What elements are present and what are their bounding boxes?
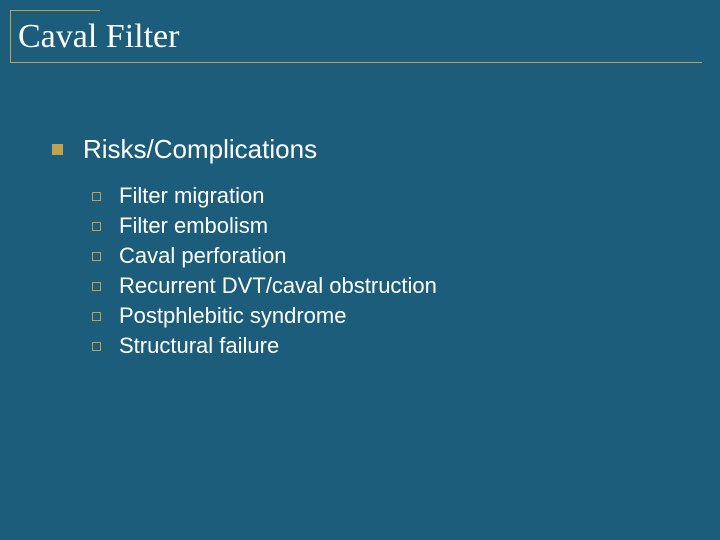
title-underline bbox=[10, 62, 702, 63]
level2-item: Postphlebitic syndrome bbox=[92, 303, 720, 329]
title-region: Caval Filter bbox=[0, 0, 720, 64]
level2-label: Postphlebitic syndrome bbox=[119, 303, 346, 329]
level2-item: Filter migration bbox=[92, 183, 720, 209]
level2-label: Caval perforation bbox=[119, 243, 287, 269]
level2-label: Recurrent DVT/caval obstruction bbox=[119, 273, 437, 299]
level2-label: Filter embolism bbox=[119, 213, 268, 239]
level1-label: Risks/Complications bbox=[83, 134, 317, 165]
square-hollow-icon bbox=[92, 192, 101, 201]
level2-label: Filter migration bbox=[119, 183, 264, 209]
level2-group: Filter migration Filter embolism Caval p… bbox=[52, 183, 720, 359]
content-region: Risks/Complications Filter migration Fil… bbox=[0, 64, 720, 359]
level2-item: Filter embolism bbox=[92, 213, 720, 239]
level1-item: Risks/Complications bbox=[52, 134, 720, 165]
level2-item: Recurrent DVT/caval obstruction bbox=[92, 273, 720, 299]
title-border-left bbox=[10, 10, 11, 62]
square-hollow-icon bbox=[92, 252, 101, 261]
slide-title: Caval Filter bbox=[18, 18, 720, 56]
level2-item: Structural failure bbox=[92, 333, 720, 359]
square-solid-icon bbox=[52, 144, 63, 155]
level2-item: Caval perforation bbox=[92, 243, 720, 269]
square-hollow-icon bbox=[92, 222, 101, 231]
square-hollow-icon bbox=[92, 312, 101, 321]
level2-label: Structural failure bbox=[119, 333, 279, 359]
title-border-top bbox=[10, 10, 100, 11]
square-hollow-icon bbox=[92, 342, 101, 351]
square-hollow-icon bbox=[92, 282, 101, 291]
